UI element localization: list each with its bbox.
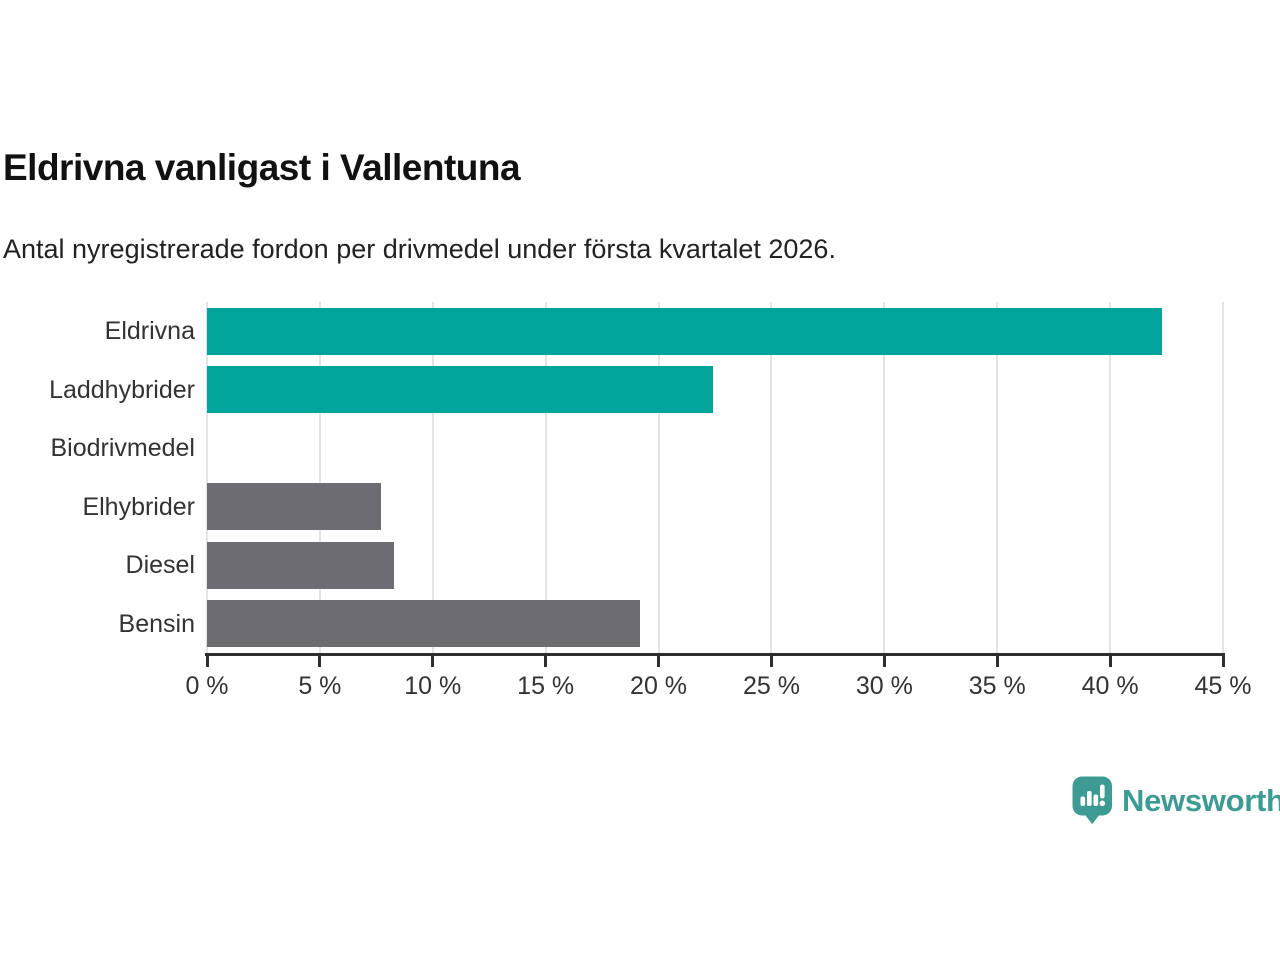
gridline (657, 302, 660, 653)
chart-title: Eldrivna vanligast i Vallentuna (3, 147, 521, 188)
x-tick-mark (544, 656, 548, 667)
gridline (1109, 302, 1112, 653)
gridline (206, 302, 208, 653)
x-tick-label: 45 % (1194, 672, 1252, 700)
logo-exclamation-stem (1100, 784, 1105, 799)
chart-subtitle: Antal nyregistrerade fordon per drivmede… (3, 234, 836, 264)
bar-bensin (207, 600, 641, 648)
bar-eldrivna (207, 307, 1163, 355)
bar-laddhybrider (207, 366, 713, 414)
gridline (544, 302, 547, 653)
gridline (318, 302, 321, 653)
x-tick-label: 40 % (1081, 672, 1139, 700)
category-label: Laddhybrider (49, 375, 195, 404)
logo-exclamation-dot (1099, 800, 1106, 807)
x-tick-label: 25 % (742, 672, 800, 700)
x-tick-mark (205, 656, 209, 667)
category-label: Diesel (125, 551, 195, 579)
x-tick-label: 30 % (855, 672, 913, 700)
plot-area (206, 302, 1224, 653)
logo-bar-3 (1093, 794, 1099, 806)
x-tick-label: 20 % (630, 672, 688, 700)
x-tick-label: 10 % (404, 672, 462, 700)
bar-elhybrider (207, 483, 381, 531)
category-label: Eldrivna (104, 317, 195, 345)
gridline (431, 302, 434, 653)
x-axis-line (205, 653, 1225, 656)
x-tick-mark (1108, 656, 1112, 667)
y-axis-category-labels: Eldrivna Laddhybrider Biodrivmedel Elhybrid… (0, 302, 195, 653)
x-tick-mark (318, 656, 322, 667)
x-tick-mark (995, 656, 999, 667)
category-label: Bensin (118, 609, 195, 638)
x-tick-label: 15 % (517, 672, 575, 700)
speech-bubble-shape (1072, 776, 1112, 825)
x-axis-ticks: 0 % 5 % 10 % 15 % 20 % 25 % 30 % 35 % 40 % 45 % (185, 656, 1251, 706)
gridline (1222, 302, 1224, 653)
logo-bar-1 (1080, 796, 1086, 806)
newsworthy-logo-icon (1072, 776, 1112, 825)
brand-wordmark: Newsworthy (1122, 782, 1280, 818)
bar-diesel (207, 541, 395, 589)
x-tick-mark (431, 656, 435, 667)
gridline (996, 302, 999, 653)
category-label: Elhybrider (82, 492, 195, 521)
x-tick-label: 5 % (298, 672, 342, 700)
gridline (770, 302, 773, 653)
logo-bar-2 (1087, 791, 1092, 806)
x-tick-mark (769, 656, 773, 667)
category-label: Biodrivmedel (50, 434, 195, 462)
x-tick-mark (657, 656, 661, 667)
x-tick-label: 0 % (185, 672, 229, 700)
x-tick-label: 35 % (968, 672, 1026, 700)
x-tick-mark (1221, 656, 1225, 667)
x-tick-mark (882, 656, 886, 667)
gridline (883, 302, 886, 653)
newsworthy-brand: Newsworthy (1072, 776, 1280, 825)
